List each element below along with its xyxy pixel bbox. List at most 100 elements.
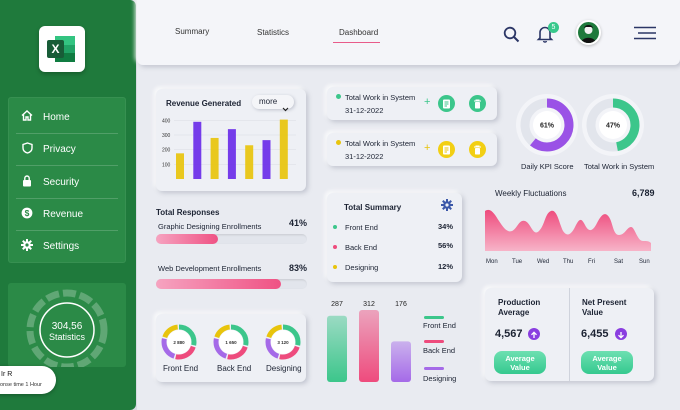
progress-fill — [156, 279, 282, 289]
gear-icon — [20, 238, 34, 254]
legend-line — [424, 316, 444, 319]
toast[interactable]: Ir R onse time 1 Hour — [0, 366, 56, 394]
donut-value: 1 650 — [225, 340, 237, 345]
day-label: Thu — [563, 259, 574, 265]
kpi-ring-progress — [520, 98, 574, 152]
donut-segment — [265, 324, 301, 360]
legend-dot — [333, 225, 337, 229]
tab-dashboard[interactable]: Dashboard — [339, 28, 379, 37]
progress-track — [156, 279, 307, 289]
sidebar-nav: Home Privacy Security $ Revenue — [8, 97, 126, 263]
donut-label: Back End — [217, 364, 252, 373]
delete-button[interactable] — [469, 95, 486, 112]
response-label: Web Development Enrollments — [158, 264, 262, 273]
donut-segment — [161, 324, 197, 360]
kpi-rings: 61% 47% — [516, 94, 644, 156]
status-dot — [336, 140, 341, 145]
tab-summary[interactable]: Summary — [175, 27, 210, 36]
gear-icon[interactable] — [441, 198, 453, 216]
day-label: Sat — [614, 259, 624, 265]
work-date: 31-12-2022 — [345, 106, 384, 115]
sidebar-item-security[interactable]: Security — [8, 166, 126, 198]
more-dropdown[interactable]: more — [252, 95, 294, 112]
progress-fill — [156, 234, 218, 244]
sidebar-item-label: Privacy — [43, 143, 76, 155]
day-label: Fri — [588, 259, 595, 265]
work-title: Total Work in System — [345, 93, 416, 102]
donut-charts: 2 880 1 650 3 120 — [161, 324, 301, 360]
pillar-value-label: 312 — [363, 301, 375, 308]
more-label: more — [259, 97, 278, 106]
tab-statistics[interactable]: Statistics — [257, 28, 290, 37]
search-icon[interactable] — [503, 26, 520, 48]
donut-segment — [213, 324, 249, 360]
plus-icon[interactable]: + — [424, 96, 431, 108]
production-value: 4,567 — [495, 328, 523, 340]
chevron-down-icon — [282, 99, 289, 117]
sidebar-item-home[interactable]: Home — [8, 101, 126, 133]
responses-title: Total Responses — [156, 208, 220, 217]
toast-name: Ir R — [1, 371, 13, 378]
response-label: Graphic Designing Enrollments — [158, 222, 262, 231]
trash-icon — [474, 145, 481, 154]
npv-title: Net Present — [582, 298, 627, 307]
plus-icon[interactable]: + — [424, 142, 431, 154]
delete-button[interactable] — [469, 141, 486, 158]
revenue-bar — [210, 137, 219, 179]
donut-label: Front End — [163, 364, 199, 373]
summary-title: Total Summary — [344, 203, 402, 212]
arrow-up-icon[interactable] — [528, 328, 540, 340]
revenue-chart: 400 300 200 100 — [162, 118, 296, 179]
summary-label: Back End — [345, 243, 378, 252]
donut-value: 2 880 — [173, 340, 185, 345]
day-label: Sun — [639, 259, 650, 265]
button-label: Value — [510, 363, 530, 372]
menu-icon[interactable] — [634, 26, 656, 45]
average-value-button[interactable]: Average Value — [581, 351, 633, 374]
svg-text:$: $ — [25, 208, 30, 218]
average-value-button[interactable]: Average Value — [494, 351, 546, 374]
button-label: Average — [592, 354, 622, 363]
sidebar-item-settings[interactable]: Settings — [8, 230, 126, 262]
production-title-2: Average — [498, 308, 530, 317]
svg-text:X: X — [51, 42, 59, 56]
bell-icon[interactable] — [536, 24, 554, 49]
day-label: Wed — [537, 259, 550, 265]
pillar-bar — [359, 310, 379, 382]
weekly-area-chart — [485, 209, 651, 251]
summary-pct: 56% — [438, 241, 454, 250]
legend-dot — [333, 265, 337, 269]
donut-value: 3 120 — [277, 340, 289, 345]
lock-icon — [20, 174, 34, 190]
sidebar-item-label: Settings — [43, 240, 80, 252]
production-title: Production — [498, 298, 541, 307]
document-icon — [443, 99, 450, 108]
donut-segment — [161, 324, 197, 360]
sidebar-item-revenue[interactable]: $ Revenue — [8, 198, 126, 230]
excel-logo[interactable]: X — [39, 26, 85, 72]
document-button[interactable] — [438, 95, 455, 112]
kpi-value: 47% — [606, 123, 621, 130]
sidebar-item-privacy[interactable]: Privacy — [8, 133, 126, 165]
statistics-value: 304,56 — [51, 321, 83, 332]
arrow-down-icon[interactable] — [615, 328, 627, 340]
statistics-label: Statistics — [48, 332, 85, 342]
pillar-value-label: 176 — [395, 301, 407, 308]
revenue-bar — [245, 145, 254, 179]
donut-segment — [213, 324, 249, 360]
donut-center — [167, 330, 191, 354]
legend-label: Designing — [423, 374, 457, 383]
work-card: Total Work in System 31-12-2022 + — [327, 87, 497, 120]
statistics-panel: 304,56 Statistics — [8, 283, 126, 371]
legend-line — [424, 367, 444, 370]
pillar-bar — [391, 341, 411, 382]
avatar[interactable] — [576, 20, 601, 45]
kpi-ring-center — [599, 111, 627, 139]
y-tick-label: 400 — [162, 118, 171, 124]
values-card: Production Average 4,567 Average Value N… — [485, 288, 654, 381]
sidebar-item-label: Revenue — [43, 208, 84, 220]
legend-line — [424, 340, 444, 343]
document-button[interactable] — [438, 141, 455, 158]
toast-subtitle: onse time 1 Hour — [0, 382, 42, 388]
revenue-title: Revenue Generated — [166, 99, 242, 108]
